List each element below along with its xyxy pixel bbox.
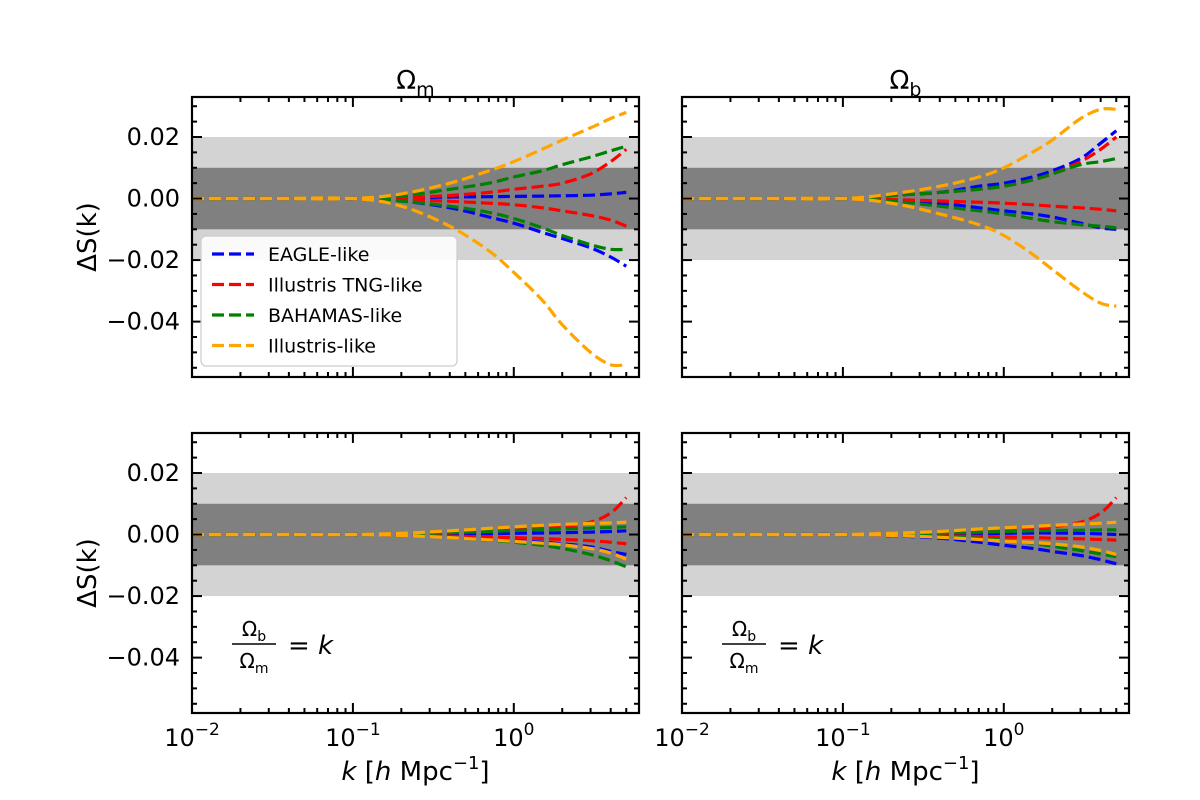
series-group (192, 110, 628, 368)
series-group (682, 107, 1118, 308)
x-label-unit: Mpc (881, 757, 943, 787)
y-tick-label: −0.04 (106, 644, 180, 672)
x-label-h: h (375, 757, 391, 787)
x-tick-base: 10 (493, 724, 524, 752)
x-tick-exponent: −1 (846, 720, 871, 740)
annot-num-subscript: b (257, 629, 266, 645)
annot-num-symbol: Ω (242, 617, 257, 641)
x-tick-exponent: 0 (1014, 720, 1025, 740)
x-ticks (681, 97, 1130, 377)
legend-label-illustris-like: Illustris-like (268, 336, 376, 358)
annotation-denominator: Ωm (730, 649, 759, 677)
panel-title: Ωm (396, 66, 434, 101)
legend-label-illustris-tng-like: Illustris TNG-like (268, 275, 423, 297)
title-subscript: b (909, 79, 921, 101)
y-axis-label: ΔS(k) (73, 202, 103, 272)
x-label-exp: −1 (943, 753, 970, 774)
x-tick-base: 10 (325, 724, 356, 752)
x-tick-base: 10 (983, 724, 1014, 752)
x-axis-label: k [h Mpc−1] (831, 753, 979, 787)
x-label-var: k (831, 757, 847, 787)
x-tick-exponent: −2 (685, 720, 710, 740)
x-tick-base: 10 (815, 724, 846, 752)
x-label-bracket-open: [ (356, 757, 374, 787)
annotation-numerator: Ωb (732, 617, 756, 645)
annot-den-symbol: Ω (240, 649, 255, 673)
annot-den-subscript: m (745, 661, 759, 677)
x-tick-base: 10 (654, 724, 685, 752)
x-label-bracket-close: ] (479, 757, 489, 787)
y-tick-label: −0.02 (106, 582, 180, 610)
x-tick-base: 10 (164, 724, 195, 752)
title-symbol: Ω (396, 66, 416, 96)
x-tick-label: 10−1 (815, 720, 871, 752)
x-tick-label: 100 (983, 720, 1024, 752)
x-label-bracket-open: [ (846, 757, 864, 787)
x-axis-label: k [h Mpc−1] (341, 753, 489, 787)
axes-frame (190, 95, 641, 379)
annotation-rhs: = k (778, 631, 824, 661)
annotation-rhs: = k (288, 631, 334, 661)
y-tick-label: −0.04 (106, 308, 180, 336)
panel-title: Ωb (890, 66, 922, 101)
x-label-exp: −1 (453, 753, 480, 774)
legend-box (200, 235, 458, 367)
x-label-bracket-close: ] (969, 757, 979, 787)
series-group (682, 496, 1118, 566)
legend-label-bahamas-like: BAHAMAS-like (268, 305, 402, 327)
annot-den-symbol: Ω (730, 649, 745, 673)
x-label-h: h (865, 757, 881, 787)
annot-num-subscript: b (747, 629, 756, 645)
series-line-illustris-like-lower (682, 532, 1117, 557)
series-line-illustris-like-lower (192, 196, 627, 368)
x-ticks (191, 97, 640, 377)
x-tick-exponent: 0 (524, 720, 535, 740)
series-line-illustris-like-lower (192, 532, 627, 561)
legend: EAGLE-like Illustris TNG-like BAHAMAS-like… (200, 235, 458, 367)
series-group (192, 496, 628, 569)
y-ticks (682, 441, 1129, 705)
y-tick-label: 0.00 (127, 185, 180, 213)
annotation-numerator: Ωb (242, 617, 266, 645)
panel-2: Ωb (680, 66, 1131, 379)
x-label-unit: Mpc (391, 757, 453, 787)
x-tick-label: 100 (493, 720, 534, 752)
x-tick-label: 10−2 (654, 720, 710, 752)
annot-den-subscript: m (255, 661, 269, 677)
annot-num-symbol: Ω (732, 617, 747, 641)
x-tick-exponent: −1 (356, 720, 381, 740)
x-tick-label: 10−2 (164, 720, 220, 752)
y-tick-label: 0.02 (127, 459, 180, 487)
x-ticks (681, 433, 1130, 713)
panel-1: 0.02 0.00 −0.02 −0.04 ΔS(k) Ωm EAGLE-like Illus… (73, 66, 641, 379)
axes-frame (680, 431, 1131, 715)
y-axis-label: ΔS(k) (73, 538, 103, 608)
title-symbol: Ω (890, 66, 910, 96)
y-tick-label: −0.02 (106, 246, 180, 274)
annotation-denominator: Ωm (240, 649, 269, 677)
axes-frame (680, 95, 1131, 379)
y-tick-label: 0.02 (127, 123, 180, 151)
y-ticks (682, 105, 1129, 369)
x-tick-exponent: −2 (195, 720, 220, 740)
x-tick-label: 10−1 (325, 720, 381, 752)
y-ticks (192, 105, 639, 369)
legend-label-eagle-like: EAGLE-like (268, 244, 369, 266)
x-ticks (191, 433, 640, 713)
title-subscript: m (416, 79, 435, 101)
axes-frame (190, 431, 641, 715)
y-tick-label: 0.00 (127, 521, 180, 549)
x-label-var: k (341, 757, 357, 787)
series-line-illustris-like-lower (682, 196, 1117, 308)
